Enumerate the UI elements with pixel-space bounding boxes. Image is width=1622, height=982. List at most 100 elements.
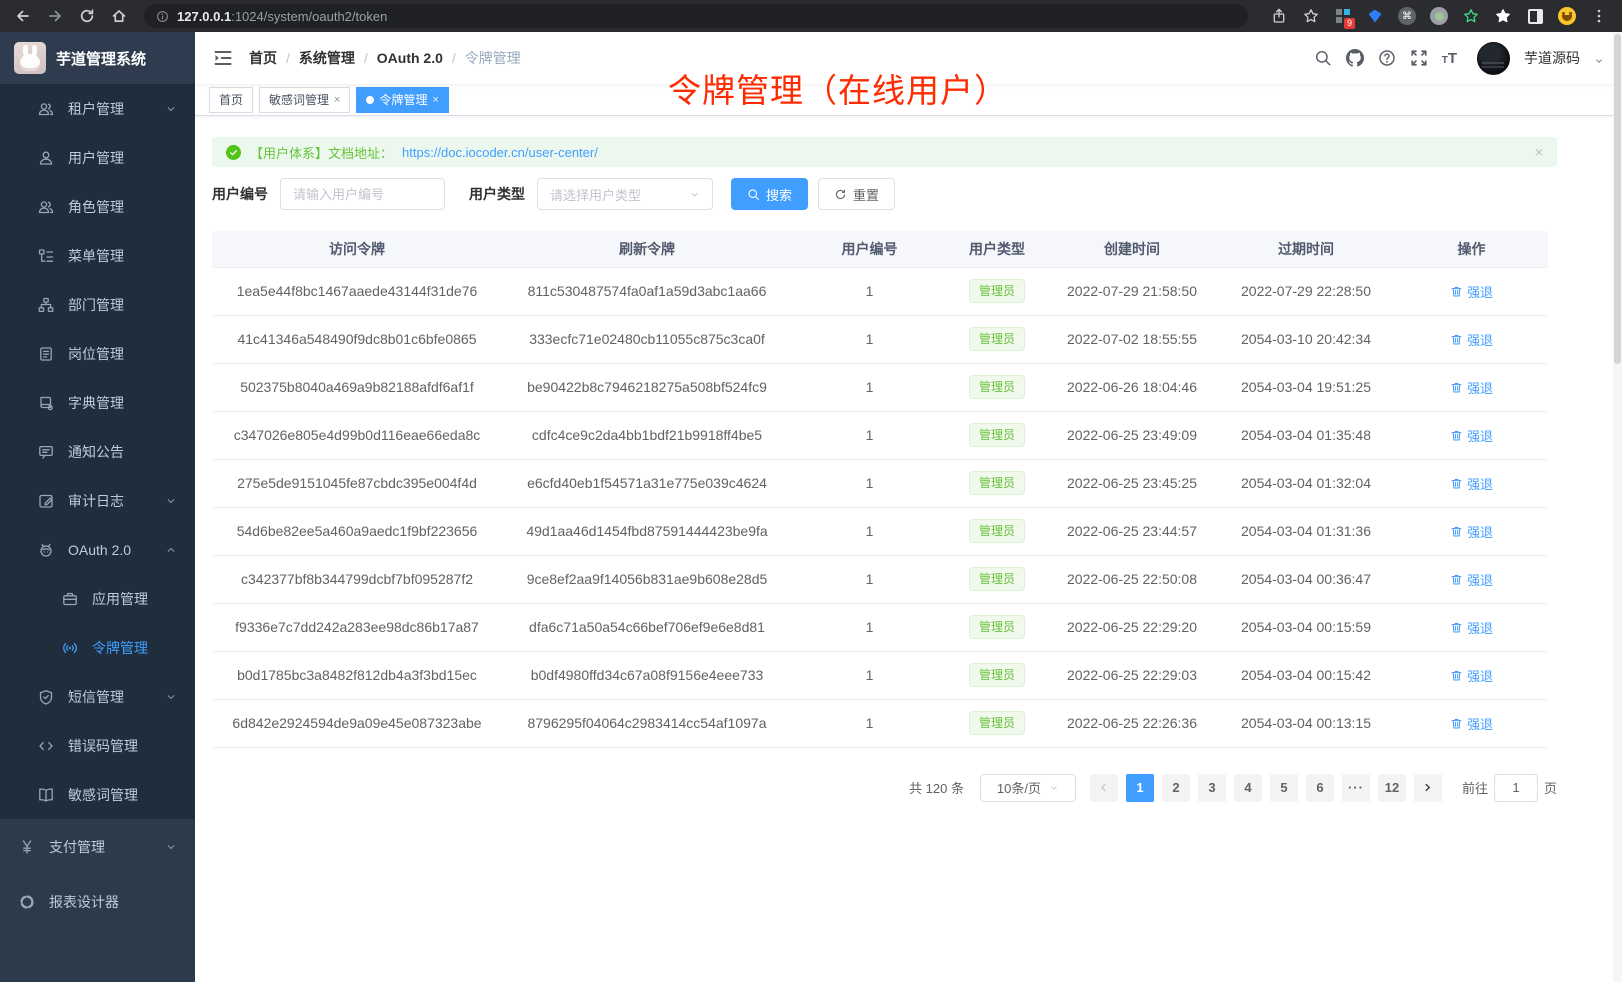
search-button[interactable]: 搜索 <box>731 178 809 210</box>
force-logout-button[interactable]: 强退 <box>1450 570 1493 589</box>
page-button-6[interactable]: 6 <box>1305 773 1334 802</box>
extension-record-button[interactable] <box>1426 3 1452 29</box>
profile-button[interactable] <box>1554 3 1580 29</box>
user-type-tag: 管理员 <box>968 615 1025 639</box>
page-button-12[interactable]: 12 <box>1377 773 1406 802</box>
sidebar-item-oauth2-token[interactable]: 令牌管理 <box>0 623 195 672</box>
force-logout-button[interactable]: 强退 <box>1450 282 1493 301</box>
browser-reload-button[interactable] <box>74 3 100 29</box>
search-icon <box>747 188 760 201</box>
sidebar-item-role[interactable]: 角色管理 <box>0 182 195 231</box>
sidebar-item-tenant[interactable]: 租户管理 <box>0 84 195 133</box>
help-icon[interactable] <box>1378 49 1396 67</box>
sidebar-item-user[interactable]: 用户管理 <box>0 133 195 182</box>
goto-page: 前往 页 <box>1462 773 1557 802</box>
next-page-button[interactable] <box>1413 773 1442 802</box>
page-button-5[interactable]: 5 <box>1269 773 1298 802</box>
force-logout-button[interactable]: 强退 <box>1450 426 1493 445</box>
page-scrollbar[interactable] <box>1613 32 1622 982</box>
extension-command-button[interactable]: ⌘ <box>1394 3 1420 29</box>
side-panel-button[interactable] <box>1522 3 1548 29</box>
goto-page-input[interactable] <box>1493 773 1538 802</box>
sidebar-item-dept[interactable]: 部门管理 <box>0 280 195 329</box>
sidebar-item-sms[interactable]: 短信管理 <box>0 672 195 721</box>
trash-icon <box>1450 429 1463 442</box>
table-row: 6d842e2924594de9a09e45e087323abe 8796295… <box>212 699 1548 748</box>
sidebar-item-oauth2-app[interactable]: 应用管理 <box>0 574 195 623</box>
extension-badge: 9 <box>1343 18 1355 29</box>
force-logout-button[interactable]: 强退 <box>1450 522 1493 541</box>
close-icon[interactable]: × <box>334 93 341 106</box>
pagination-total: 共 120 条 <box>909 781 964 796</box>
fullscreen-icon[interactable] <box>1410 49 1428 67</box>
browser-forward-button[interactable] <box>42 3 68 29</box>
tab-token[interactable]: 令牌管理 × <box>356 86 449 113</box>
sidebar-item-oauth2[interactable]: OAuth 2.0 <box>0 525 195 574</box>
search-icon[interactable] <box>1314 49 1332 67</box>
sidebar-item-sensitive-word[interactable]: 敏感词管理 <box>0 770 195 819</box>
code-icon <box>38 738 54 754</box>
trash-icon <box>1450 333 1463 346</box>
browser-menu-button[interactable] <box>1586 3 1612 29</box>
breadcrumb-system[interactable]: 系统管理 <box>298 50 355 66</box>
user-type-select[interactable]: 请选择用户类型 <box>537 178 713 210</box>
close-icon[interactable]: × <box>432 93 439 106</box>
col-user-type: 用户类型 <box>947 231 1047 268</box>
force-logout-button[interactable]: 强退 <box>1450 666 1493 685</box>
force-logout-button[interactable]: 强退 <box>1450 330 1493 349</box>
badge-icon <box>38 346 54 362</box>
extension-evernote-button[interactable] <box>1458 3 1484 29</box>
sidebar-item-menu[interactable]: 菜单管理 <box>0 231 195 280</box>
sidebar-item-error-code[interactable]: 错误码管理 <box>0 721 195 770</box>
browser-share-button[interactable] <box>1266 3 1292 29</box>
tab-home[interactable]: 首页 <box>209 86 254 113</box>
page-button-4[interactable]: 4 <box>1233 773 1262 802</box>
sidebar-item-audit-log[interactable]: 审计日志 <box>0 476 195 525</box>
sidebar-item-dict[interactable]: 字典管理 <box>0 378 195 427</box>
user-id-input[interactable] <box>293 186 432 202</box>
browser-bookmark-button[interactable] <box>1298 3 1324 29</box>
breadcrumb-home[interactable]: 首页 <box>249 50 277 66</box>
refresh-icon <box>834 188 847 201</box>
browser-back-button[interactable] <box>10 3 36 29</box>
prev-page-button[interactable] <box>1089 773 1118 802</box>
force-logout-button[interactable]: 强退 <box>1450 474 1493 493</box>
url-host: 127.0.0.1 <box>177 9 232 24</box>
extension-gem-button[interactable] <box>1362 3 1388 29</box>
system-submenu-region: 租户管理 用户管理 角色管理 菜单管理 部门管理 <box>0 84 195 819</box>
browser-home-button[interactable] <box>106 3 132 29</box>
page-size-select[interactable]: 10条/页 <box>979 773 1076 802</box>
sidebar-item-notice[interactable]: 通知公告 <box>0 427 195 476</box>
user-caret-icon[interactable] <box>1594 56 1604 66</box>
page-button-3[interactable]: 3 <box>1197 773 1226 802</box>
more-pages-button[interactable]: ··· <box>1341 773 1370 802</box>
hamburger-icon[interactable] <box>213 48 233 68</box>
page-button-1[interactable]: 1 <box>1125 773 1154 802</box>
breadcrumb-oauth2[interactable]: OAuth 2.0 <box>376 50 443 66</box>
force-logout-button[interactable]: 强退 <box>1450 714 1493 733</box>
url-path: :1024/system/oauth2/token <box>231 9 388 24</box>
sidebar-item-report-designer[interactable]: 报表设计器 <box>0 874 195 929</box>
doc-link[interactable]: https://doc.iocoder.cn/user-center/ <box>402 144 598 160</box>
extension-pin-button[interactable] <box>1490 3 1516 29</box>
avatar[interactable] <box>1477 41 1510 75</box>
github-icon[interactable] <box>1346 49 1364 67</box>
extension-squares-button[interactable]: 9 <box>1330 3 1356 29</box>
sidebar-item-post[interactable]: 岗位管理 <box>0 329 195 378</box>
pagination: 共 120 条 10条/页 1 2 3 4 5 6 ··· 12 <box>212 773 1557 802</box>
alert-close-icon[interactable]: × <box>1534 144 1543 160</box>
page-button-2[interactable]: 2 <box>1161 773 1190 802</box>
sidebar: 芋道管理系统 租户管理 用户管理 角色管理 菜单管 <box>0 32 195 982</box>
force-logout-button[interactable]: 强退 <box>1450 618 1493 637</box>
green-star-icon <box>1463 8 1479 24</box>
tab-sensitive-word[interactable]: 敏感词管理 × <box>259 86 351 113</box>
url-bar[interactable]: 127.0.0.1:1024/system/oauth2/token <box>144 4 1248 28</box>
sidebar-item-pay[interactable]: 支付管理 <box>0 819 195 874</box>
alert-text: 【用户体系】文档地址： <box>250 145 394 161</box>
username[interactable]: 芋道源码 <box>1524 50 1580 66</box>
force-logout-button[interactable]: 强退 <box>1450 378 1493 397</box>
reset-button[interactable]: 重置 <box>818 178 896 210</box>
app-logo[interactable]: 芋道管理系统 <box>0 32 195 84</box>
